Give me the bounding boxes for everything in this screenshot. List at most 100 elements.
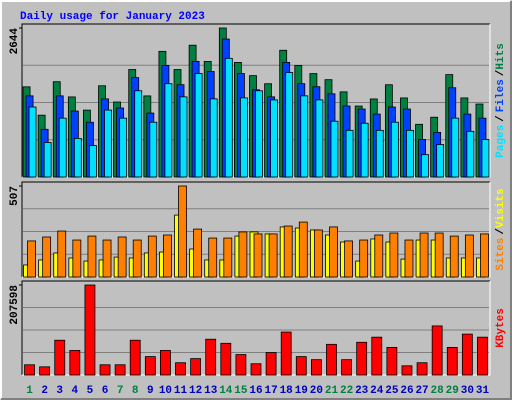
bar — [57, 230, 67, 278]
bar — [175, 362, 186, 376]
bar — [374, 234, 384, 278]
x-tick-label: 5 — [87, 385, 94, 397]
bar — [149, 121, 158, 178]
bar — [421, 154, 429, 178]
bar — [39, 366, 51, 376]
bar — [401, 365, 413, 376]
bar — [313, 229, 323, 278]
x-tick-label: 4 — [72, 385, 79, 397]
bar — [477, 336, 488, 376]
x-tick-label: 31 — [476, 385, 490, 397]
bar — [240, 97, 248, 178]
bar — [404, 239, 414, 278]
bar — [238, 231, 248, 278]
legend: KBytes — [495, 308, 507, 348]
x-tick-label: 30 — [461, 385, 474, 397]
bar — [99, 364, 111, 376]
legend-entry: Visits — [495, 188, 507, 228]
bar — [344, 240, 353, 278]
x-tick-label: 14 — [219, 385, 233, 397]
bar — [480, 233, 489, 278]
bar — [84, 284, 96, 376]
legend-separator: / — [495, 115, 507, 122]
bar — [190, 358, 202, 376]
x-tick-label: 20 — [310, 385, 323, 397]
x-tick-label: 3 — [56, 385, 63, 397]
bar — [371, 336, 383, 376]
x-tick-label: 9 — [147, 385, 154, 397]
bar — [255, 90, 263, 178]
x-tick-label: 8 — [132, 385, 139, 397]
bar — [193, 228, 203, 278]
bar — [144, 356, 156, 376]
bar — [235, 354, 247, 376]
bar — [419, 232, 429, 278]
bar — [300, 95, 309, 178]
bar — [446, 346, 458, 376]
x-tick-label: 13 — [204, 385, 218, 397]
bar — [27, 240, 36, 278]
bar — [54, 339, 66, 376]
bar — [436, 144, 445, 178]
bar — [132, 239, 142, 278]
bar — [114, 364, 126, 376]
bar — [268, 233, 278, 278]
x-tick-label: 19 — [295, 385, 308, 397]
bar — [461, 333, 473, 376]
x-tick-label: 18 — [280, 385, 294, 397]
legend-entry: Sites — [495, 238, 507, 271]
bar — [28, 106, 37, 178]
bar — [220, 342, 232, 376]
bar — [147, 235, 157, 278]
y-tick-label: 507 — [9, 186, 21, 206]
bar — [345, 129, 354, 178]
bar — [359, 239, 369, 278]
bar — [356, 341, 368, 376]
plot-area — [22, 281, 490, 375]
x-tick-label: 1 — [26, 385, 33, 397]
bar — [43, 142, 52, 178]
bar — [464, 234, 474, 278]
legend-entry: Pages — [495, 125, 507, 158]
bar — [179, 96, 188, 178]
bar — [270, 99, 278, 178]
bar — [89, 145, 97, 178]
bar — [224, 57, 233, 178]
x-tick-label: 7 — [117, 385, 124, 397]
bar — [390, 121, 399, 178]
bar — [42, 236, 52, 278]
bar — [194, 73, 203, 178]
bar — [164, 83, 173, 178]
bar — [295, 356, 307, 376]
bar — [298, 221, 308, 278]
x-tick-label: 10 — [159, 385, 172, 397]
bar — [315, 99, 324, 178]
x-tick-label: 26 — [400, 385, 413, 397]
bar — [119, 117, 128, 178]
bar — [102, 239, 112, 278]
x-tick-label: 23 — [355, 385, 369, 397]
x-tick-label: 22 — [340, 385, 353, 397]
bar — [329, 226, 338, 278]
bar — [265, 352, 277, 376]
x-tick-label: 15 — [234, 385, 248, 397]
bar — [310, 359, 322, 376]
bar — [117, 236, 127, 278]
x-tick-label: 16 — [249, 385, 262, 397]
bar — [466, 130, 475, 178]
legend: Sites /Visits — [495, 188, 507, 270]
bar — [253, 233, 263, 278]
legend-separator: / — [495, 228, 507, 235]
x-tick-label: 6 — [102, 385, 109, 397]
bar — [134, 90, 143, 178]
bar — [451, 117, 460, 178]
bar — [434, 232, 444, 278]
bar — [280, 331, 292, 376]
bar — [406, 129, 414, 178]
x-tick-label: 25 — [385, 385, 399, 397]
bar — [205, 338, 217, 376]
legend-entry: Files — [495, 79, 507, 112]
